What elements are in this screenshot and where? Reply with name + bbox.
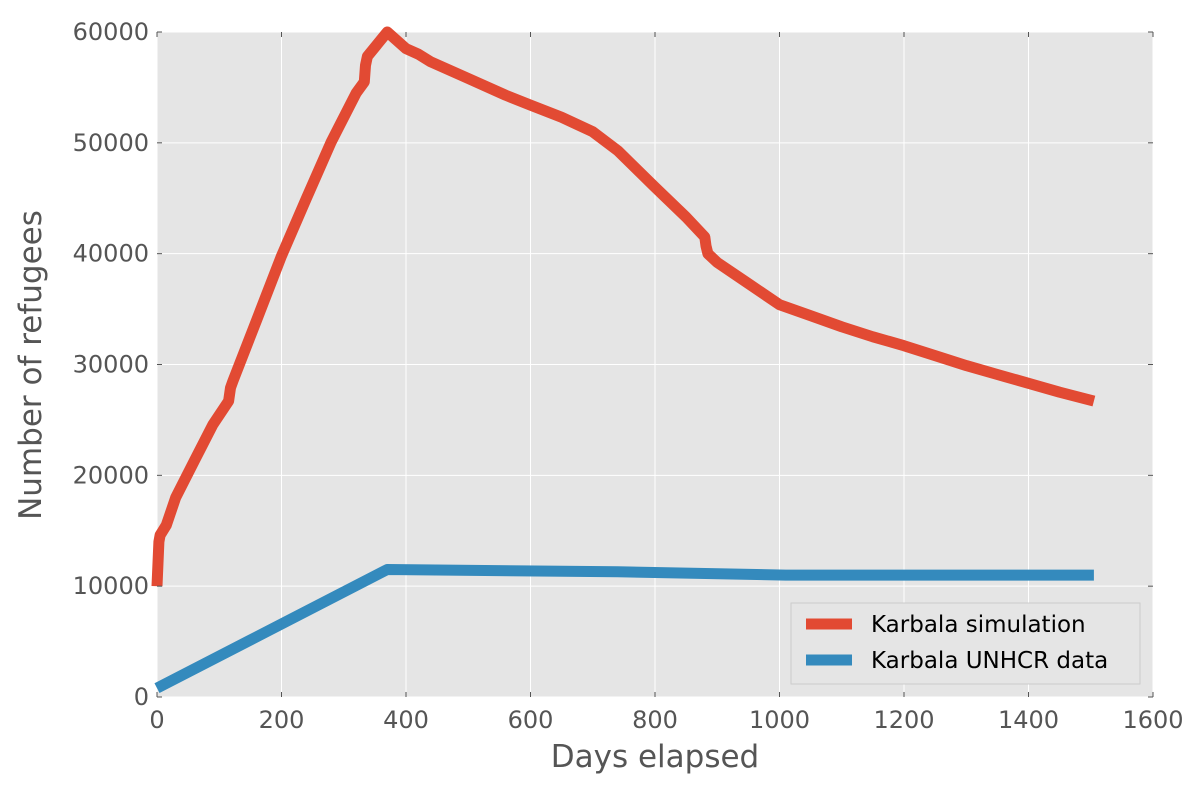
series-layer bbox=[151, 26, 1096, 693]
x-tick-label: 1000 bbox=[749, 706, 810, 734]
y-tick-label: 10000 bbox=[73, 572, 149, 600]
x-tick-label: 200 bbox=[259, 706, 305, 734]
x-tick-label: 1200 bbox=[873, 706, 934, 734]
y-tick-label: 40000 bbox=[73, 240, 149, 268]
x-tick-label: 0 bbox=[149, 706, 164, 734]
x-tick-label: 600 bbox=[508, 706, 554, 734]
y-tick-label: 50000 bbox=[73, 129, 149, 157]
x-tick-label: 1600 bbox=[1122, 706, 1183, 734]
series-line-unhcr bbox=[154, 564, 1094, 693]
legend: Karbala simulation Karbala UNHCR data bbox=[790, 602, 1141, 685]
legend-entry-simulation: Karbala simulation bbox=[871, 612, 1086, 638]
x-tick-label: 800 bbox=[632, 706, 678, 734]
tick-marks bbox=[156, 31, 1154, 698]
series-line-simulation bbox=[151, 26, 1096, 587]
y-tick-label: 0 bbox=[134, 683, 149, 711]
y-axis-label: Number of refugees bbox=[13, 210, 49, 520]
y-tick-label: 20000 bbox=[73, 461, 149, 489]
y-tick-label: 30000 bbox=[73, 351, 149, 379]
tick-labels: 0 200 400 600 800 1000 1200 1400 1600 0 10000 20000… bbox=[73, 18, 1184, 734]
x-axis-label: Days elapsed bbox=[551, 739, 759, 775]
x-tick-label: 400 bbox=[383, 706, 429, 734]
legend-box bbox=[790, 602, 1141, 685]
legend-entry-unhcr: Karbala UNHCR data bbox=[871, 648, 1108, 674]
y-tick-label: 60000 bbox=[73, 18, 149, 46]
x-tick-label: 1400 bbox=[998, 706, 1059, 734]
